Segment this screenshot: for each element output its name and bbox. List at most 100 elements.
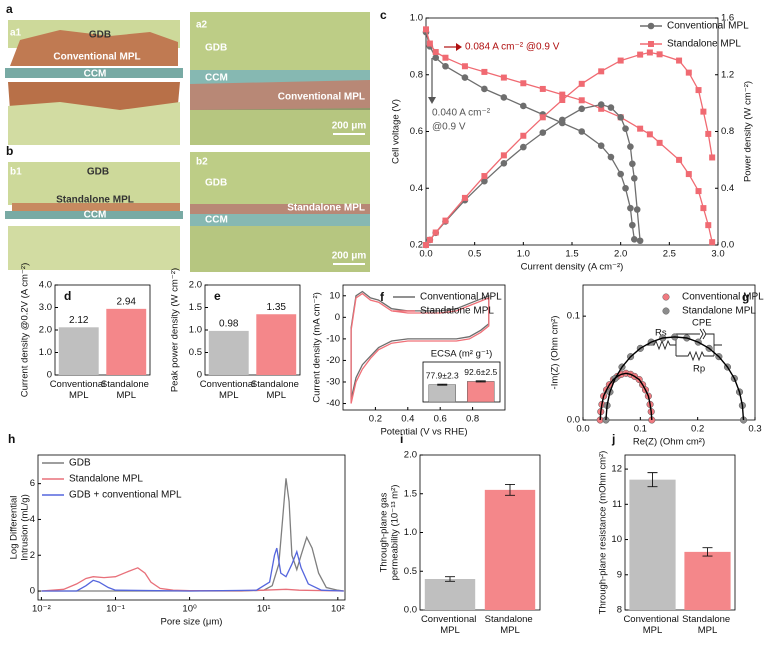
image-text: CCM	[84, 69, 107, 80]
x-tick-label: 0.8	[466, 414, 479, 425]
scale-bar-label: 200 μm	[332, 251, 367, 262]
label-line: Standalone	[682, 614, 733, 625]
label-line: MPL	[440, 625, 460, 636]
marker	[423, 242, 429, 248]
x-tick-label: 1.5	[565, 249, 578, 260]
label-line: Conventional	[200, 379, 258, 390]
marker	[597, 101, 605, 108]
y-tick-label: 0	[30, 586, 35, 597]
axis-label: Current density (A cm⁻²)	[521, 262, 624, 273]
y-tick-label: -20	[326, 355, 340, 366]
y-tick-label: 0.0	[567, 415, 580, 426]
y-tick-label: -10	[326, 333, 340, 344]
x-tick-label: 2.5	[663, 249, 676, 260]
series-line	[425, 51, 713, 246]
image-label: a2	[196, 20, 208, 31]
plot-frame	[37, 454, 346, 601]
panel-label: d	[64, 289, 71, 303]
marker	[500, 152, 507, 159]
legend-label: Conventional MPL	[420, 292, 502, 303]
y-tick-label: 9	[617, 569, 622, 580]
value-label: 0.98	[219, 319, 239, 330]
legend-label: Conventional MPL	[682, 292, 764, 303]
legend-swatch	[648, 41, 654, 47]
marker	[685, 69, 692, 76]
label-line: MPL	[698, 625, 718, 636]
label-line: MPL	[266, 390, 286, 401]
legend-label: Standalone MPL	[667, 39, 741, 50]
marker	[539, 114, 546, 121]
axis-label: Intrusion (mL/g)	[20, 494, 31, 561]
axis-label: Potential (V vs RHE)	[380, 427, 467, 438]
marker	[442, 217, 449, 224]
value-label: 77.9±2.3	[426, 370, 459, 380]
legend-label: GDB + conventional MPL	[69, 490, 182, 501]
marker	[578, 80, 585, 87]
panel-label: i	[400, 432, 403, 446]
y-tick-label: 2.0	[189, 280, 202, 291]
marker	[426, 236, 433, 243]
marker	[500, 159, 508, 167]
marker	[539, 85, 546, 92]
marker	[481, 85, 488, 93]
y-tick-label: 1.5	[404, 488, 417, 499]
x-tick-label: Conventional MPL	[623, 614, 681, 636]
x-tick-label: Standalone MPL	[251, 379, 302, 401]
error-bar	[505, 484, 515, 496]
y-tick-label: 10	[611, 534, 622, 545]
y-tick-label: 4	[30, 514, 35, 525]
x-tick-label: 0.6	[434, 414, 447, 425]
marker	[695, 188, 702, 195]
y-tick-label: -30	[326, 376, 340, 387]
x-tick-label: 0.0	[576, 424, 589, 435]
x-tick-label: 0.4	[401, 414, 414, 425]
axis-label: permeability (10⁻¹³ m²)	[390, 485, 401, 581]
y2-tick-label: 0.4	[721, 183, 734, 194]
error-bar	[647, 472, 658, 488]
axis-label: Current density (mA cm⁻²)	[312, 292, 323, 403]
image-text: Conventional MPL	[53, 52, 140, 63]
image-b1	[5, 162, 183, 270]
x-tick-label: 10⁻¹	[106, 604, 125, 615]
marker	[426, 40, 433, 47]
error-bar	[702, 547, 713, 557]
label-line: Standalone	[251, 379, 302, 390]
marker	[705, 222, 712, 229]
label-line: Standalone	[485, 614, 536, 625]
marker	[423, 26, 429, 33]
label-line: MPL	[69, 390, 89, 401]
axis-label: Log Differential	[9, 496, 20, 560]
y2-tick-label: 1.6	[721, 13, 734, 24]
annotation: 0.040 A cm⁻²	[432, 108, 491, 119]
x-tick-label: 0.2	[691, 424, 704, 435]
axis-label: Pore size (μm)	[161, 617, 223, 628]
y-tick-label: 11	[612, 499, 622, 510]
marker	[617, 57, 624, 64]
legend-label: Conventional MPL	[667, 21, 749, 32]
marker	[622, 125, 629, 132]
image-text: GDB	[87, 167, 109, 178]
y-tick-label: 1.0	[39, 347, 52, 358]
y-tick-label: 10	[329, 290, 340, 301]
marker	[607, 104, 615, 111]
bar	[208, 330, 249, 375]
series-line	[425, 29, 713, 243]
marker	[578, 128, 586, 135]
marker	[432, 54, 440, 62]
x-tick-label: Standalone MPL	[485, 614, 536, 636]
plot-frame	[624, 454, 736, 611]
image-label: b1	[10, 167, 22, 178]
x-tick-label: Standalone MPL	[682, 614, 733, 636]
bar	[684, 551, 731, 610]
annotation-arrow	[456, 43, 462, 51]
label-line: MPL	[500, 625, 520, 636]
image-text: Standalone MPL	[56, 195, 134, 206]
marker	[432, 229, 439, 236]
marker	[646, 49, 653, 56]
marker	[629, 160, 636, 168]
marker	[559, 91, 566, 98]
y-tick-label: 8	[617, 605, 622, 616]
x-tick-label: 0.0	[419, 249, 432, 260]
y-tick-label: 12	[611, 464, 622, 475]
marker	[520, 143, 527, 151]
